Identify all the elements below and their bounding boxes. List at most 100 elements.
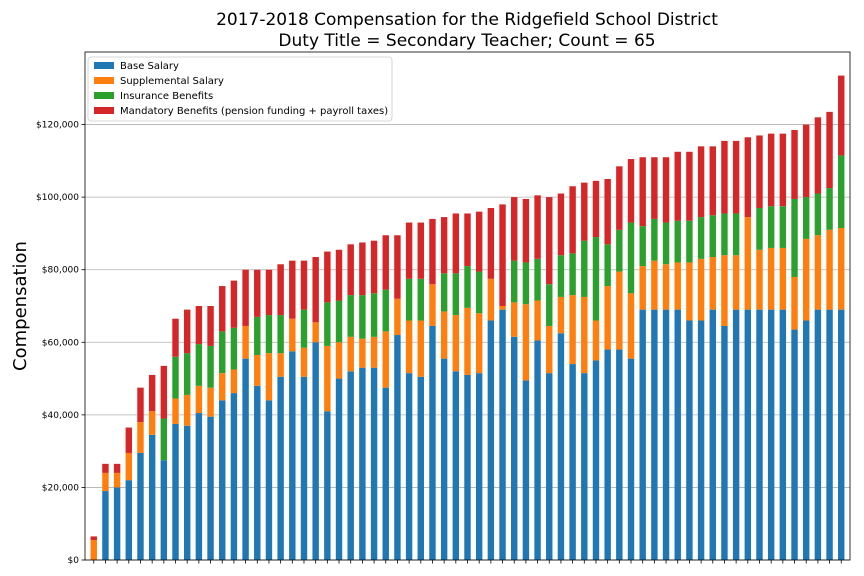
bar-segment <box>779 206 787 248</box>
bar-segment <box>838 309 845 560</box>
bar-segment <box>616 166 623 230</box>
bar-segment <box>277 376 284 560</box>
bar-segment <box>335 249 343 301</box>
bar-segment <box>417 278 424 321</box>
bar-segment <box>662 157 670 223</box>
bar-segment <box>429 218 436 285</box>
bar-segment <box>452 315 460 372</box>
bar-segment <box>662 309 670 560</box>
bar-segment <box>440 217 448 274</box>
bar-segment <box>767 247 775 310</box>
bar-segment <box>382 235 389 290</box>
bar-segment <box>592 180 600 238</box>
bar-segment <box>627 293 635 359</box>
bar-segment <box>324 345 331 412</box>
bar-segment <box>802 197 810 239</box>
bar-segment <box>335 300 343 343</box>
bar-segment <box>277 353 284 377</box>
bar-segment <box>569 364 576 560</box>
bar-segment <box>324 411 331 560</box>
bar-segment <box>230 280 238 328</box>
bar-segment <box>148 374 156 412</box>
bar-segment <box>791 276 798 330</box>
legend-swatch <box>94 107 114 114</box>
bar-segment <box>569 253 576 296</box>
bar-segment <box>616 349 623 560</box>
bar-segment <box>300 347 308 377</box>
bar-segment <box>557 333 565 560</box>
bar-segment <box>732 140 740 214</box>
bar-segment <box>534 195 541 259</box>
bar-segment <box>90 536 97 541</box>
bar-segment <box>581 240 588 297</box>
legend-swatch <box>94 62 114 69</box>
bar-segment <box>102 491 109 560</box>
bar-segment <box>359 338 366 368</box>
bar-segment <box>265 353 273 401</box>
bar-segment <box>686 220 693 263</box>
bar-segment <box>651 309 658 560</box>
bar-segment <box>113 487 121 560</box>
x-axis <box>93 560 842 564</box>
bar-segment <box>802 320 810 560</box>
bar-segment <box>452 213 460 274</box>
bar-segment <box>242 269 249 326</box>
bar-segment <box>254 269 261 317</box>
bar-segment <box>113 472 121 488</box>
bar-segment <box>639 266 646 310</box>
bar-segment <box>429 325 436 560</box>
bar-segment <box>370 367 378 560</box>
bar-segment <box>604 179 611 245</box>
bar-segment <box>651 260 658 310</box>
bar-segment <box>324 302 331 346</box>
bar-segment <box>534 258 541 301</box>
bar-segment <box>826 229 833 310</box>
bar-segment <box>581 182 588 241</box>
bar-segment <box>195 385 203 414</box>
bar-segment <box>452 273 460 316</box>
bar-segment <box>697 146 705 218</box>
bar-segment <box>546 197 553 285</box>
bar-segment <box>721 140 728 214</box>
bar-segment <box>732 309 740 560</box>
bar-segment <box>651 157 658 219</box>
bar-segment <box>195 306 203 345</box>
bar-segment <box>125 480 133 560</box>
bar-segment <box>370 240 378 294</box>
bar-segment <box>487 320 495 560</box>
bar-segment <box>534 300 541 341</box>
bar-segment <box>347 336 354 372</box>
bar-segment <box>639 226 646 267</box>
bar-segment <box>767 206 775 248</box>
bar-segment <box>219 400 226 560</box>
bar-segment <box>627 358 635 560</box>
bar-segment <box>744 309 752 560</box>
bar-segment <box>627 222 635 294</box>
bar-segment <box>662 264 670 310</box>
bar-segment <box>779 133 787 207</box>
bar-segment <box>230 369 238 394</box>
bar-segment <box>347 295 354 337</box>
bar-segment <box>838 75 845 156</box>
bar-segment <box>148 434 156 560</box>
bar-segment <box>195 413 203 560</box>
bar-segment <box>405 222 413 279</box>
bar-segment <box>300 260 308 310</box>
bar-segment <box>499 309 506 560</box>
bar-segment <box>674 220 681 263</box>
bar-segment <box>662 222 670 265</box>
bar-segment <box>674 309 681 560</box>
bar-segment <box>802 124 810 198</box>
bar-segment <box>592 360 600 560</box>
bar-segment <box>254 354 261 386</box>
bar-segment <box>697 320 705 560</box>
bar-segment <box>592 320 600 361</box>
bar-segment <box>511 302 518 337</box>
bar-segment <box>522 262 530 305</box>
chart-subtitle: Duty Title = Secondary Teacher; Count = … <box>278 31 655 51</box>
bar-segment <box>499 204 506 306</box>
legend-entry: Insurance Benefits <box>120 91 213 102</box>
bar-segment <box>686 320 693 560</box>
bar-segment <box>814 193 822 236</box>
bar-segment <box>475 373 483 560</box>
